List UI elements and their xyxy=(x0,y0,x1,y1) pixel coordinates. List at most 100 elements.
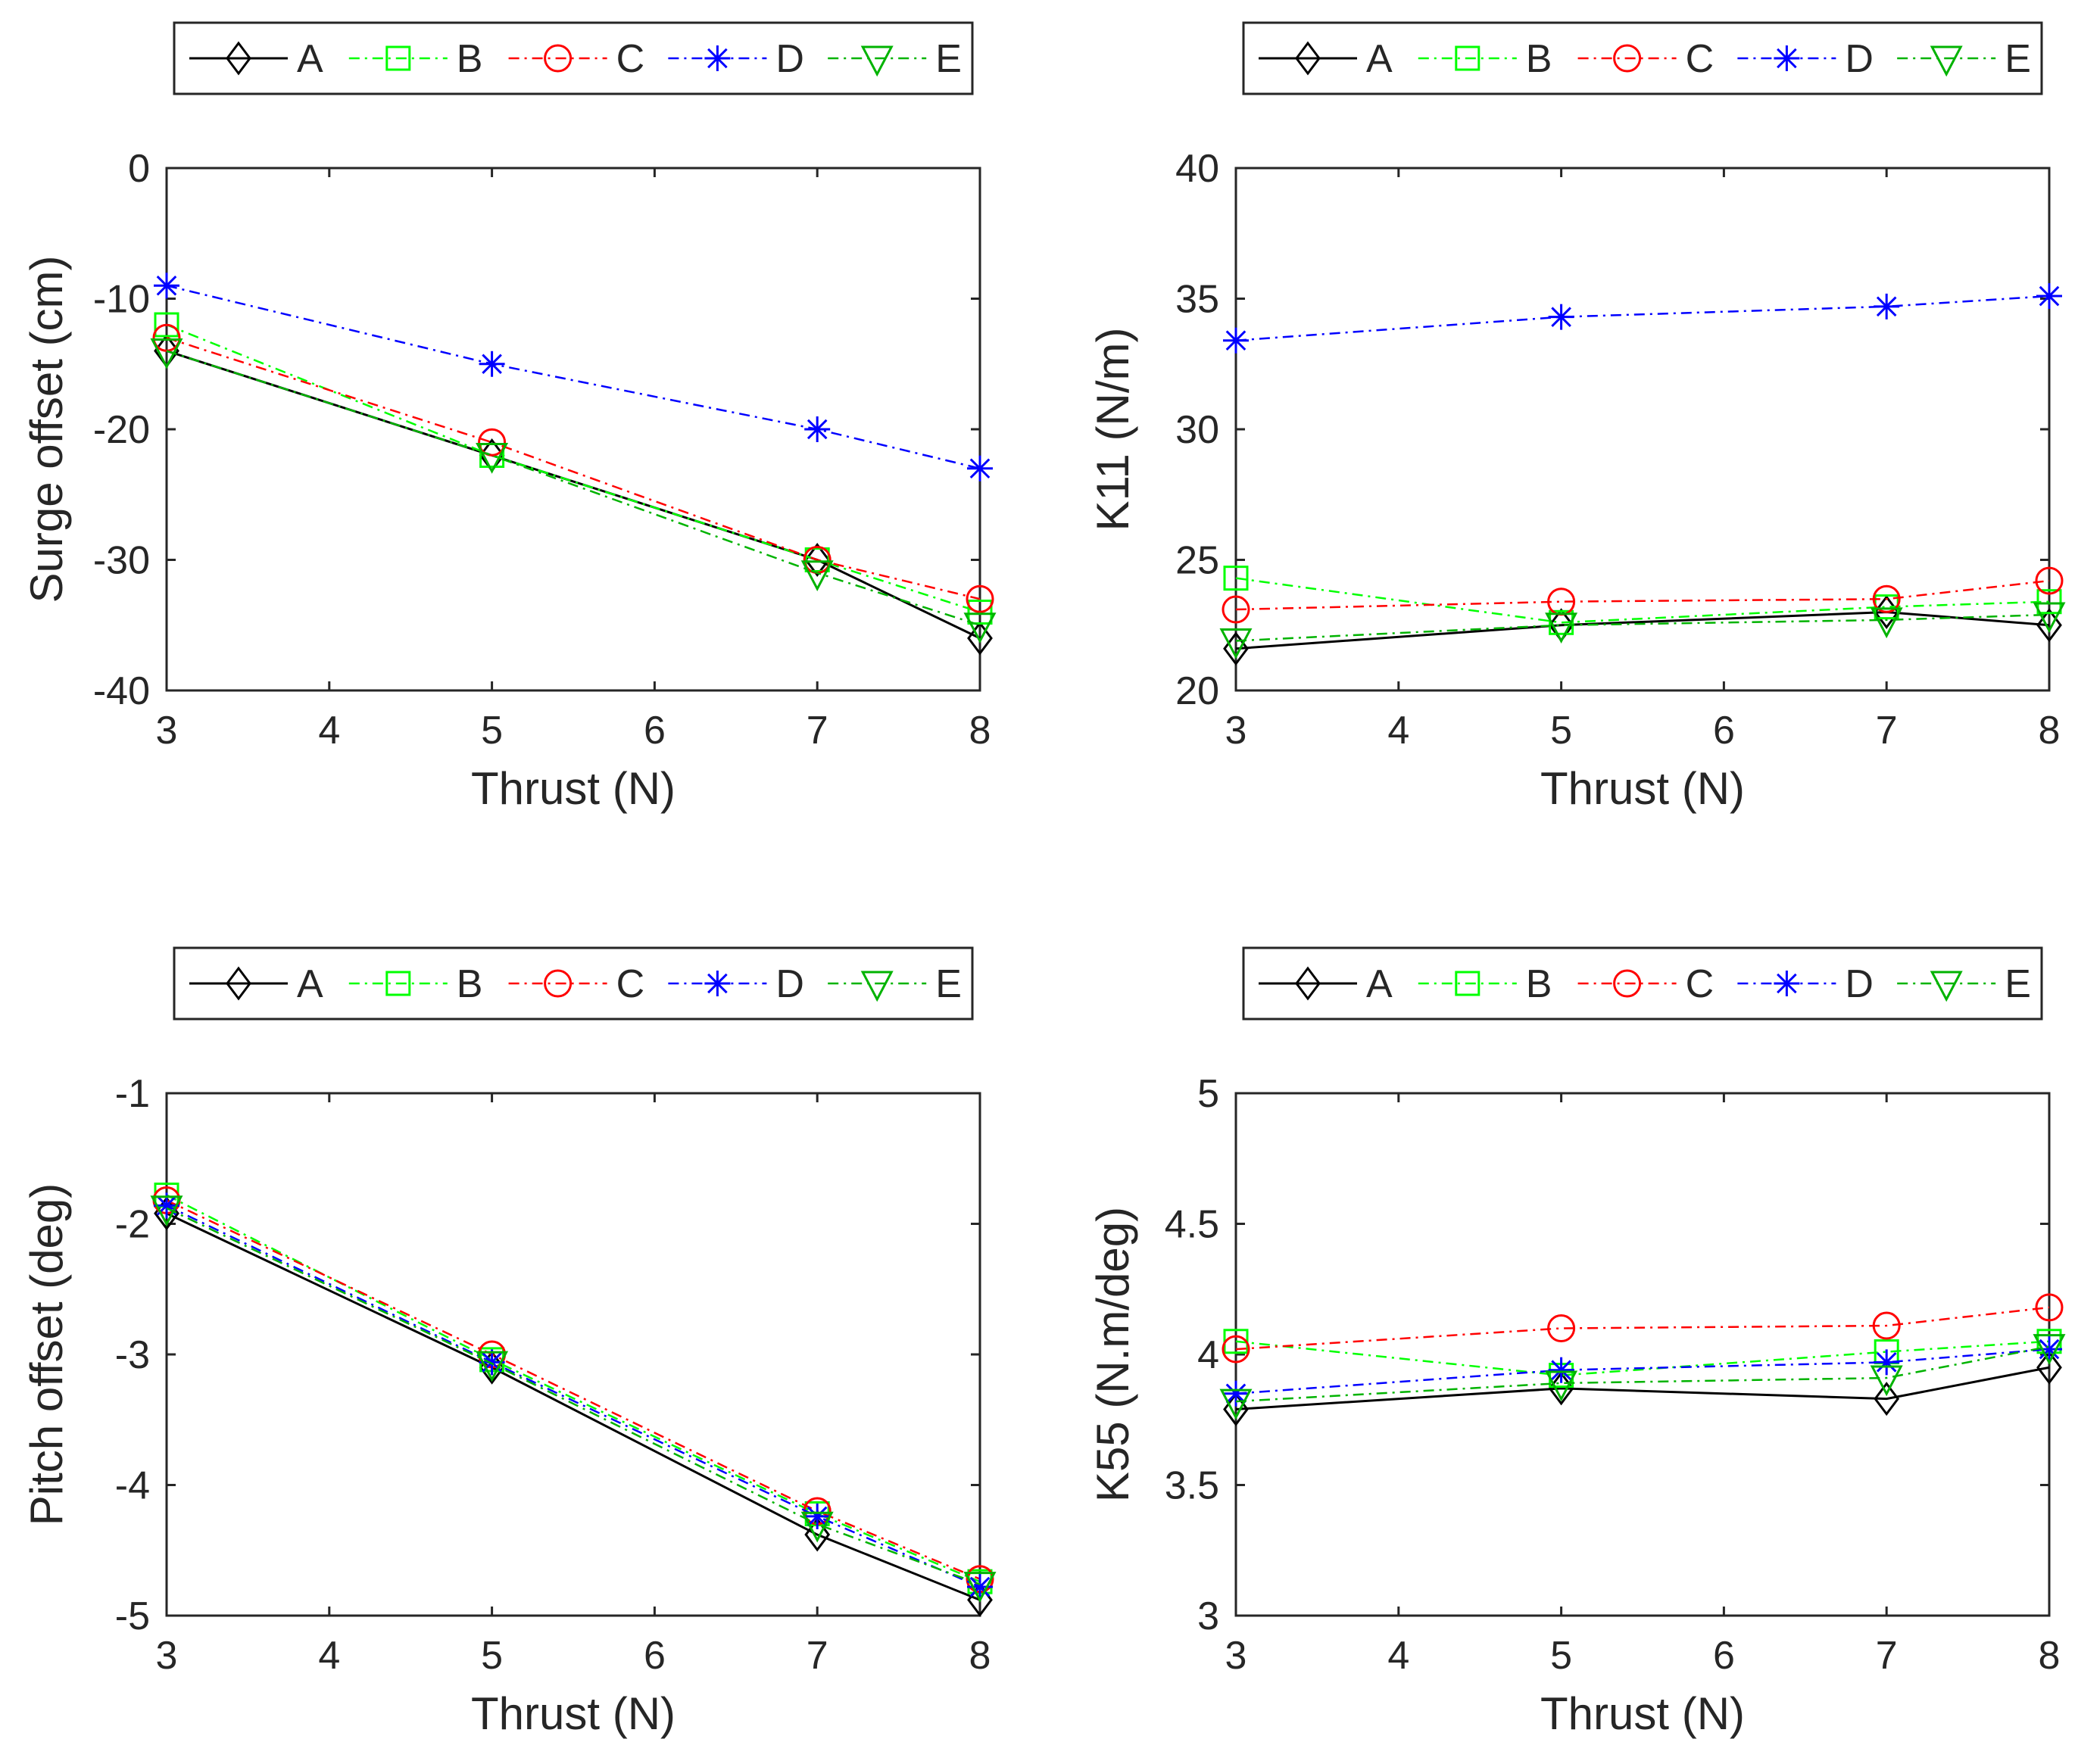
legend-marker-B xyxy=(385,971,411,996)
data-point-E xyxy=(1545,1370,1578,1402)
series-A xyxy=(1223,595,2062,666)
legend-marker-C xyxy=(1613,44,1642,73)
data-point-C xyxy=(1872,584,1901,613)
x-tick-label: 3 xyxy=(156,1634,178,1678)
data-point-D xyxy=(154,273,179,299)
legend-marker-B xyxy=(385,45,411,71)
data-point-D xyxy=(804,416,831,442)
legend-marker-E xyxy=(860,45,894,77)
legend-entry-D: D xyxy=(668,962,804,1006)
data-point-C xyxy=(1547,1314,1576,1342)
x-tick-label: 5 xyxy=(1550,709,1572,753)
legend-marker-D xyxy=(704,45,731,71)
legend: A B C D E xyxy=(173,21,974,95)
series-line-A xyxy=(1235,610,2050,650)
x-tick-label: 8 xyxy=(2039,709,2061,753)
y-tick-label: 3.5 xyxy=(1165,1464,1219,1508)
series-C xyxy=(1222,1293,2064,1364)
data-point-D xyxy=(1874,293,1900,319)
data-point-D xyxy=(1223,1380,1249,1407)
series-line-D xyxy=(166,285,981,469)
data-point-D xyxy=(1548,304,1574,330)
series-line-D xyxy=(1235,1348,2050,1395)
legend-entry-B: B xyxy=(1418,37,1552,81)
y-axis-label: Surge offset (cm) xyxy=(21,255,72,603)
series-line-C xyxy=(166,1199,981,1580)
x-tick-label: 3 xyxy=(1225,1634,1247,1678)
chart-3: 3 4 5 6 7 8 -5 -4 -3 -2 -1 Thrust (N) Pitch offset (… xyxy=(21,946,997,1739)
x-tick-label: 5 xyxy=(481,709,503,753)
legend: A B C D E xyxy=(173,946,974,1021)
legend-entry-A: A xyxy=(189,37,323,81)
legend-marker-B xyxy=(1455,45,1480,71)
legend-label: E xyxy=(935,962,962,1006)
data-point-C xyxy=(1222,595,1250,624)
y-axis-label: K11 (N/m) xyxy=(1087,328,1138,531)
data-point-D xyxy=(804,1503,831,1529)
series-E xyxy=(1219,602,2066,659)
legend-label: C xyxy=(1686,962,1715,1006)
y-tick-label: -1 xyxy=(115,1072,150,1116)
legend-entry-E: E xyxy=(1897,37,2031,81)
legend-label: A xyxy=(297,962,323,1006)
data-point-A xyxy=(804,1517,831,1552)
data-point-A xyxy=(804,543,831,577)
data-point-A xyxy=(2036,608,2062,643)
legend-marker-D xyxy=(704,971,731,996)
series-line-D xyxy=(1235,295,2050,341)
legend: A B C D E xyxy=(1242,946,2043,1021)
y-tick-label: -5 xyxy=(115,1594,150,1638)
legend-label: B xyxy=(457,962,483,1006)
legend-marker-C xyxy=(1613,969,1642,998)
x-tick-label: 6 xyxy=(644,709,666,753)
series-line-B xyxy=(1235,577,2050,624)
data-point-E xyxy=(2033,602,2066,634)
series-E xyxy=(150,338,997,644)
x-tick-label: 7 xyxy=(1876,1634,1898,1678)
x-tick-label: 8 xyxy=(969,1634,991,1678)
legend-marker-A xyxy=(1295,41,1321,76)
legend-entry-E: E xyxy=(828,962,962,1006)
plot-area-frame xyxy=(1234,167,2051,692)
legend-entry-D: D xyxy=(668,37,804,81)
series-line-B xyxy=(1235,1340,2050,1376)
data-point-E xyxy=(800,1511,834,1543)
data-point-E xyxy=(1219,628,1253,659)
series-line-E xyxy=(166,350,981,626)
y-tick-label: 40 xyxy=(1175,147,1219,191)
series-D xyxy=(154,273,993,482)
legend-marker-D xyxy=(1774,45,1800,71)
legend-entry-E: E xyxy=(1897,962,2031,1006)
x-tick-label: 3 xyxy=(1225,709,1247,753)
series-B xyxy=(154,312,993,625)
series-E xyxy=(1219,1334,2066,1420)
y-tick-label: 4.5 xyxy=(1165,1203,1219,1247)
data-point-D xyxy=(1223,327,1249,354)
legend-label: D xyxy=(1845,37,1874,81)
data-point-E xyxy=(150,338,183,369)
x-tick-label: 7 xyxy=(1876,709,1898,753)
data-point-B xyxy=(1549,609,1574,635)
data-point-B xyxy=(1223,566,1249,591)
series-B xyxy=(1223,1329,2062,1388)
legend-marker-E xyxy=(1930,971,1963,1002)
series-line-A xyxy=(166,350,981,640)
data-point-E xyxy=(963,1572,997,1603)
y-tick-label: -40 xyxy=(93,669,150,713)
data-point-E xyxy=(476,1351,509,1382)
legend-entry-A: A xyxy=(1259,962,1393,1006)
series-line-D xyxy=(166,1205,981,1588)
x-tick-label: 6 xyxy=(1713,1634,1735,1678)
series-line-B xyxy=(166,1194,981,1583)
legend-label: E xyxy=(2005,37,2031,81)
data-point-E xyxy=(963,612,997,644)
y-tick-label: -20 xyxy=(93,408,150,452)
data-point-B xyxy=(804,547,830,572)
y-tick-label: -30 xyxy=(93,539,150,583)
x-axis-label: Thrust (N) xyxy=(471,763,676,814)
data-point-C xyxy=(2035,1293,2064,1322)
series-C xyxy=(1222,566,2064,624)
data-point-C xyxy=(2035,566,2064,595)
data-point-C xyxy=(478,428,507,457)
legend-label: C xyxy=(1686,37,1715,81)
